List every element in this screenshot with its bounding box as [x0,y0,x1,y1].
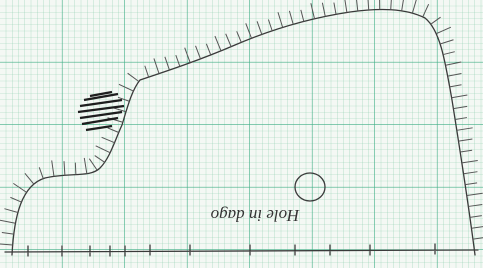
hatch-line [75,163,76,175]
annotation: Hole in dago [211,206,301,225]
sketch: Hole in dago [0,0,483,268]
graph-paper [0,0,483,268]
